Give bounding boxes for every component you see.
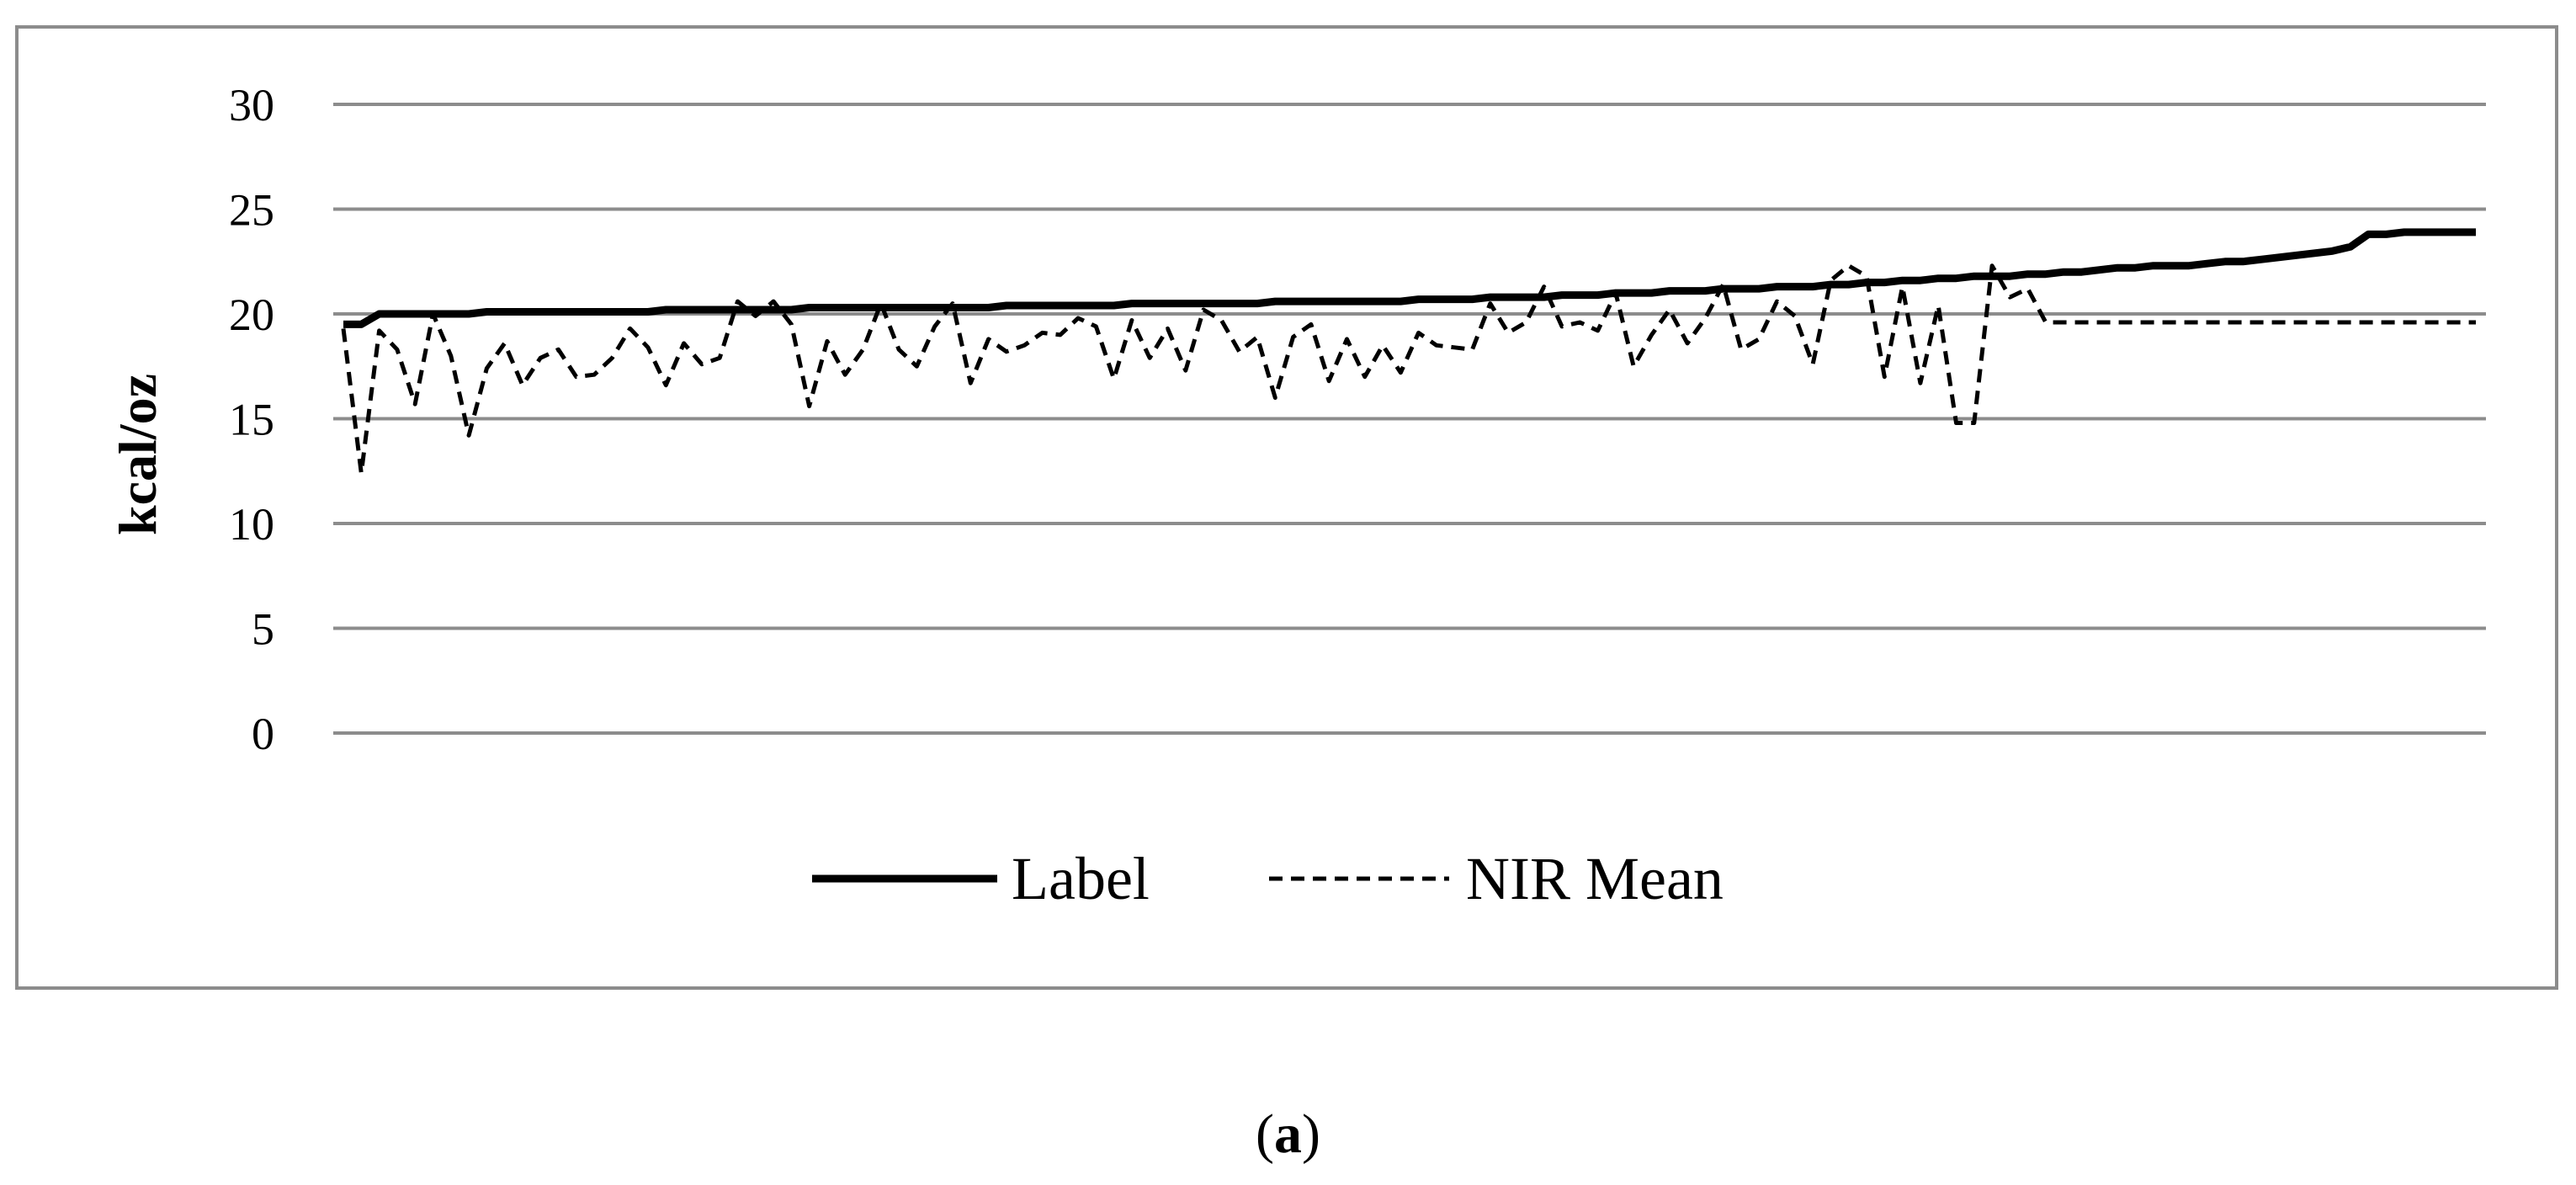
y-tick-label: 5 <box>252 604 274 655</box>
series-line-nir-mean <box>341 263 2476 476</box>
caption-letter: a <box>1274 1103 1302 1165</box>
y-axis-label: kcal/oz <box>108 374 167 535</box>
gridlines <box>333 103 2486 735</box>
caption-open-paren: ( <box>1256 1103 1274 1165</box>
y-tick-label: 0 <box>252 709 274 759</box>
series-line-label <box>343 228 2476 328</box>
series-lines <box>341 228 2476 476</box>
y-tick-label: 20 <box>229 290 274 340</box>
y-tick-label: 15 <box>229 395 274 445</box>
caption-close-paren: ) <box>1302 1103 1320 1165</box>
figure-caption: (a) <box>0 1103 2576 1166</box>
y-tick-label: 25 <box>229 185 274 236</box>
chart-frame <box>15 25 2558 990</box>
y-tick-label: 10 <box>229 499 274 550</box>
legend-text-label: Label <box>1012 845 1150 912</box>
legend-text-nir-mean: NIR Mean <box>1466 845 1724 912</box>
legend: Label NIR Mean <box>812 845 1724 912</box>
y-tick-labels: 0 5 10 15 20 25 30 <box>229 80 274 759</box>
y-tick-label: 30 <box>229 80 274 130</box>
